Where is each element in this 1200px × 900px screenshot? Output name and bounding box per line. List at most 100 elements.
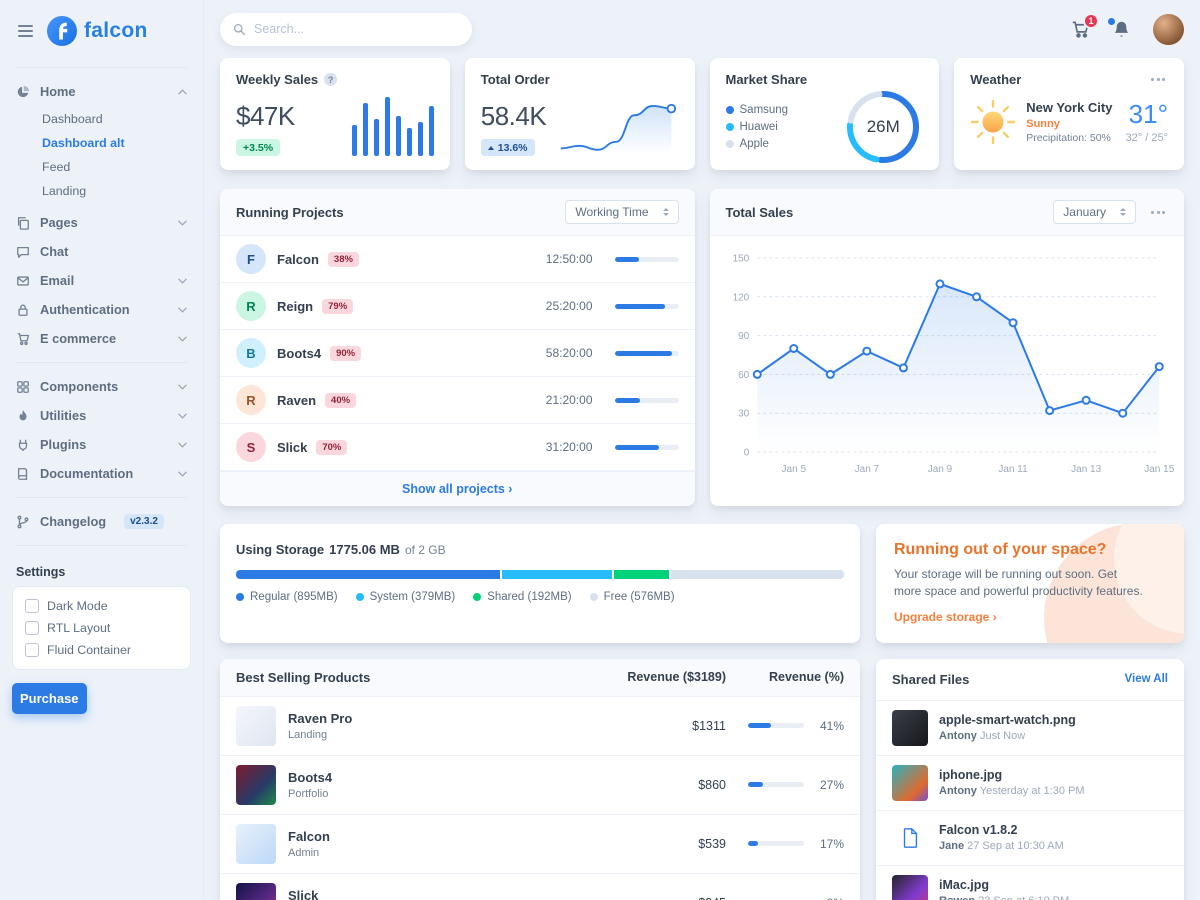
sidebar-item-authentication[interactable]: Authentication [0, 295, 203, 324]
help-icon[interactable]: ? [324, 73, 338, 86]
notifications-button[interactable] [1108, 17, 1131, 39]
storage-bar [236, 570, 844, 579]
sidebar-item-utilities[interactable]: Utilities [0, 401, 203, 430]
more-icon[interactable] [1148, 208, 1168, 217]
project-name[interactable]: Reign [277, 298, 314, 314]
file-icon[interactable] [892, 820, 928, 856]
fluid-container-toggle[interactable]: Fluid Container [25, 639, 178, 661]
svg-text:150: 150 [732, 254, 749, 265]
pie-chart-icon [17, 85, 30, 97]
version-badge: v2.3.2 [124, 514, 164, 529]
project-progress-badge: 40% [325, 392, 357, 408]
search-icon [233, 23, 246, 35]
product-row[interactable]: Raven Pro Landing $1311 41% [220, 697, 860, 756]
sidebar-item-changelog[interactable]: Changelog v2.3.2 [0, 507, 203, 536]
sidebar-item-feed[interactable]: Feed [42, 160, 71, 174]
plug-icon [18, 439, 28, 451]
storage-segment-regular [236, 570, 502, 579]
purchase-button[interactable]: Purchase [12, 683, 87, 714]
product-thumbnail[interactable] [236, 705, 276, 746]
product-revenue: $1311 [692, 718, 726, 733]
best-selling-title: Best Selling Products [236, 669, 371, 685]
sidebar-item-landing[interactable]: Landing [42, 184, 87, 198]
product-row[interactable]: Boots4 Portfolio $860 27% [220, 756, 860, 815]
sidebar-item-pages[interactable]: Pages [0, 208, 203, 237]
sidebar-item-components[interactable]: Components [0, 372, 203, 401]
product-name[interactable]: Slick [288, 887, 319, 900]
menu-toggle-icon[interactable] [14, 21, 37, 41]
sidebar-item-chat[interactable]: Chat [0, 237, 203, 266]
product-name[interactable]: Falcon [288, 828, 330, 844]
view-all-link[interactable]: View All [1124, 673, 1168, 686]
user-avatar[interactable] [1153, 13, 1184, 45]
search-input[interactable] [254, 22, 459, 36]
file-name[interactable]: iMac.jpg [939, 878, 990, 893]
project-name[interactable]: Raven [277, 392, 317, 408]
month-select[interactable]: January [1053, 200, 1136, 224]
product-thumbnail[interactable] [236, 764, 276, 805]
file-row[interactable]: Falcon v1.8.2 Jane 27 Sep at 10:30 AM [876, 811, 1184, 866]
upgrade-storage-link[interactable]: Upgrade storage › [894, 609, 997, 624]
svg-text:Jan 9: Jan 9 [927, 464, 952, 475]
sidebar-item-email[interactable]: Email [0, 266, 203, 295]
project-row[interactable]: S Slick 70% 31:20:00 [220, 424, 695, 471]
file-row[interactable]: iMac.jpg Rowen 23 Sep at 6:10 PM [876, 866, 1184, 900]
sidebar-item-ecommerce[interactable]: E commerce [0, 324, 203, 353]
total-order-value: 58.4K [480, 101, 547, 131]
sidebar-item-documentation[interactable]: Documentation [0, 459, 203, 488]
project-name[interactable]: Slick [277, 439, 308, 455]
working-time-select[interactable]: Working Time [565, 200, 679, 224]
divider [16, 545, 187, 546]
product-thumbnail[interactable] [236, 823, 276, 864]
file-row[interactable]: apple-smart-watch.png Antony Just Now [876, 701, 1184, 756]
sidebar-item-dashboard[interactable]: Dashboard [42, 112, 103, 126]
file-thumbnail[interactable] [892, 709, 928, 746]
brand-logo[interactable]: falcon [47, 16, 148, 46]
file-thumbnail[interactable] [892, 764, 928, 801]
total-sales-card: Total Sales January 0 30 60 90 120 150 Jan 5 Ja… [709, 189, 1184, 506]
more-icon[interactable] [1148, 75, 1168, 84]
nav-label: Authentication [40, 302, 130, 317]
file-name[interactable]: Falcon v1.8.2 [939, 823, 1018, 838]
rtl-layout-checkbox[interactable] [25, 621, 39, 635]
dark-mode-checkbox[interactable] [25, 599, 39, 613]
cart-button[interactable]: 1 [1071, 12, 1099, 39]
project-row[interactable]: R Raven 40% 21:20:00 [220, 377, 695, 424]
sidebar-item-home[interactable]: Home [0, 77, 203, 106]
project-name[interactable]: Falcon [277, 251, 319, 267]
book-icon [17, 467, 28, 480]
divider [16, 497, 187, 498]
sidebar-item-plugins[interactable]: Plugins [0, 430, 203, 459]
file-thumbnail[interactable] [892, 874, 928, 900]
show-all-projects-link[interactable]: Show all projects › [220, 471, 695, 506]
file-name[interactable]: apple-smart-watch.png [939, 713, 1076, 728]
file-name[interactable]: iphone.jpg [939, 768, 1003, 783]
project-row[interactable]: R Reign 79% 25:20:00 [220, 283, 695, 330]
product-name[interactable]: Boots4 [288, 769, 333, 785]
envelope-icon [17, 275, 29, 286]
project-name[interactable]: Boots4 [277, 345, 322, 361]
dark-mode-toggle[interactable]: Dark Mode [25, 595, 178, 617]
rtl-layout-toggle[interactable]: RTL Layout [25, 617, 178, 639]
legend-item: Apple [725, 138, 789, 150]
chevron-down-icon [178, 336, 187, 342]
product-row[interactable]: Falcon Admin $539 17% [220, 815, 860, 874]
product-name[interactable]: Raven Pro [288, 710, 353, 726]
fluid-container-checkbox[interactable] [25, 643, 39, 657]
project-row[interactable]: F Falcon 38% 12:50:00 [220, 236, 695, 283]
chevron-down-icon [178, 278, 187, 284]
select-arrows-icon [1120, 208, 1126, 216]
product-thumbnail[interactable] [236, 882, 276, 900]
product-row[interactable]: Slick Builder $245 8% [220, 874, 860, 900]
chevron-down-icon [178, 413, 187, 419]
sidebar-item-dashboard-alt[interactable]: Dashboard alt [42, 136, 125, 150]
file-author: Antony [939, 730, 977, 743]
search-box[interactable] [220, 12, 472, 46]
storage-row: Using Storage 1775.06 MB of 2 GB Regular… [220, 524, 1184, 643]
pages-icon [17, 216, 29, 230]
legend-item: Free (576MB) [589, 591, 675, 603]
settings-heading: Settings [16, 565, 66, 579]
file-row[interactable]: iphone.jpg Antony Yesterday at 1:30 PM [876, 756, 1184, 811]
weekly-sales-chart [351, 94, 434, 156]
project-row[interactable]: B Boots4 90% 58:20:00 [220, 330, 695, 377]
